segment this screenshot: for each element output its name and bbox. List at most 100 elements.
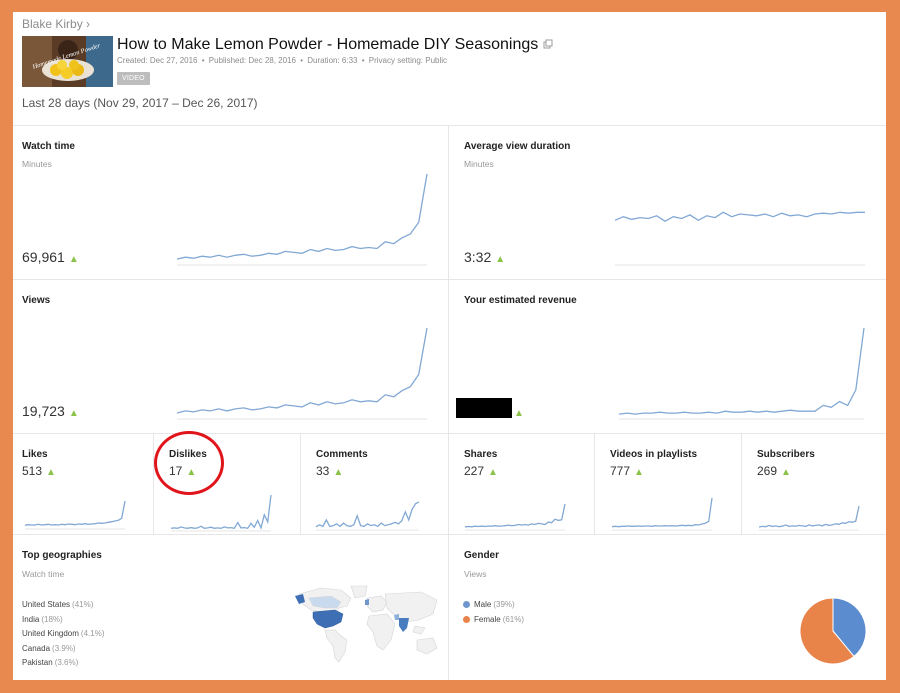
list-item: United States (41%) (22, 600, 94, 609)
metric-value: 269 ▲ (757, 464, 791, 478)
pie-slice-female (799, 597, 855, 665)
meta-separator: • (361, 56, 365, 65)
divider (13, 279, 886, 280)
card-subtitle: Minutes (22, 159, 52, 169)
card-title: Average view duration (464, 141, 571, 152)
date-range: Last 28 days (Nov 29, 2017 – Dec 26, 201… (22, 96, 258, 110)
list-item: India (18%) (22, 614, 63, 624)
watch-time-sparkline (176, 173, 428, 266)
video-title-row: How to Make Lemon Powder - Homemade DIY … (117, 36, 553, 54)
sparkline-series (315, 501, 420, 528)
metric-value: 19,723 ▲ (22, 403, 79, 419)
trend-up-icon: ▲ (781, 467, 791, 478)
sparkline-series (758, 505, 860, 528)
metric-value: 3:32 ▲ (464, 249, 506, 265)
card-subtitle: Watch time (22, 569, 65, 579)
channel-breadcrumb[interactable]: Blake Kirby › (22, 17, 90, 31)
divider (13, 433, 886, 434)
gender-legend: Male (39%) Female (61%) (463, 600, 524, 629)
sparkline-series (464, 503, 566, 528)
list-item: United Kingdom (4.1%) (22, 629, 105, 638)
card-title: Your estimated revenue (464, 295, 577, 306)
divider (448, 125, 449, 680)
divider (594, 433, 595, 534)
card-title: Shares (464, 449, 498, 460)
trend-up-icon: ▲ (488, 467, 498, 478)
divider (300, 433, 301, 534)
legend-item-female: Female (61%) (463, 615, 524, 630)
trend-up-icon: ▲ (46, 467, 56, 478)
card-subtitle: Minutes (464, 159, 494, 169)
divider (741, 433, 742, 534)
card-subtitle: Views (464, 569, 487, 579)
card-title: Top geographies (22, 550, 102, 561)
sparkline-series (618, 327, 865, 415)
sparkline-series (176, 173, 428, 260)
revenue-sparkline (618, 327, 865, 420)
thumbnail-image: Homemade Lemon Powder (22, 36, 113, 87)
created-date: Created: Dec 27, 2016 (117, 56, 198, 65)
list-item: Pakistan (3.6%) (22, 658, 79, 667)
views-sparkline (176, 327, 428, 420)
video-title[interactable]: How to Make Lemon Powder - Homemade DIY … (117, 36, 539, 54)
trend-up-icon: ▲ (514, 408, 524, 419)
pie-slice-male (832, 597, 867, 658)
avg-view-duration-sparkline (614, 211, 865, 266)
legend-swatch (463, 601, 470, 608)
metric-value: 69,961 ▲ (22, 249, 79, 265)
card-title: Gender (464, 550, 500, 561)
divider (153, 433, 154, 534)
comments-sparkline (315, 501, 420, 531)
card-title: Subscribers (757, 449, 815, 460)
video-meta: Created: Dec 27, 2016 • Published: Dec 2… (117, 56, 449, 65)
video-thumbnail[interactable]: Homemade Lemon Powder (22, 36, 113, 87)
shares-sparkline (464, 503, 566, 531)
analytics-page: Blake Kirby › Homemade Lemon Powder How … (13, 12, 886, 680)
card-title: Comments (316, 449, 368, 460)
channel-name[interactable]: Blake Kirby (22, 17, 83, 31)
card-title: Videos in playlists (610, 449, 698, 460)
published-date: Published: Dec 28, 2016 (208, 56, 296, 65)
sparkline-series (170, 494, 272, 530)
likes-sparkline (24, 500, 126, 530)
subscribers-sparkline (758, 505, 860, 531)
legend-swatch (463, 615, 470, 623)
metric-value: 513 ▲ (22, 464, 56, 478)
metric-value: ▲ (510, 403, 524, 419)
trend-up-icon: ▲ (634, 467, 644, 478)
geography-list: United States (41%) India (18%) United Kin… (22, 600, 104, 673)
trend-up-icon: ▲ (333, 467, 344, 478)
world-map[interactable] (291, 584, 441, 664)
video-badge: VIDEO (117, 72, 150, 85)
trend-up-icon: ▲ (68, 408, 79, 419)
redacted-value (456, 398, 512, 418)
metric-value: 33 ▲ (316, 464, 344, 478)
legend-item-male: Male (39%) (463, 600, 524, 615)
divider (13, 534, 886, 535)
trend-up-icon: ▲ (68, 254, 79, 265)
metric-value: 17 ▲ (169, 464, 197, 478)
sparkline-series (611, 497, 713, 528)
sparkline-series (614, 211, 865, 222)
metric-value: 227 ▲ (464, 464, 498, 478)
card-title: Likes (22, 449, 48, 460)
trend-up-icon: ▲ (495, 254, 506, 265)
sparkline-series (24, 500, 126, 526)
duration: Duration: 6:33 (307, 56, 358, 65)
dislikes-sparkline (170, 494, 272, 532)
highlight-circle (154, 431, 224, 495)
playlists-sparkline (611, 497, 713, 531)
sparkline-series (176, 327, 428, 414)
privacy-setting: Privacy setting: Public (368, 56, 448, 65)
breadcrumb-chevron-icon: › (86, 17, 91, 31)
gender-pie-chart[interactable] (798, 596, 868, 666)
meta-separator: • (201, 56, 205, 65)
list-item: Canada (3.9%) (22, 643, 76, 653)
card-title: Views (22, 295, 51, 306)
card-title: Watch time (22, 141, 75, 152)
trend-up-icon: ▲ (186, 467, 197, 478)
external-link-icon[interactable] (543, 36, 553, 54)
card-title: Dislikes (169, 449, 207, 460)
metric-value: 777 ▲ (610, 464, 644, 478)
meta-separator: • (300, 56, 303, 65)
